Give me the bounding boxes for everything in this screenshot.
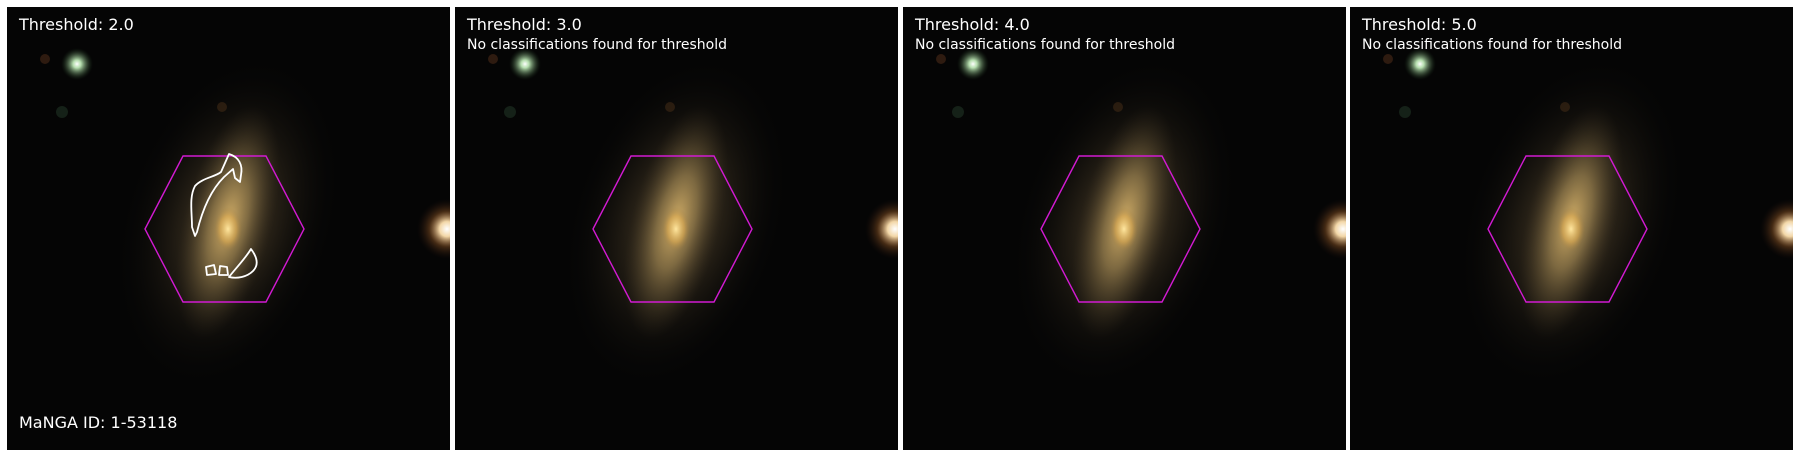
ifu-hexagon (1487, 155, 1648, 303)
no-classifications-note: No classifications found for threshold (467, 37, 727, 53)
no-classifications-note: No classifications found for threshold (915, 37, 1175, 53)
threshold-label: Threshold: 2.0 (19, 15, 134, 34)
manga-id-label: MaNGA ID: 1-53118 (19, 413, 178, 432)
classification-contour-lower (205, 248, 258, 279)
threshold-label: Threshold: 5.0 (1362, 15, 1477, 34)
panel-threshold-4: Threshold: 4.0 No classifications found … (903, 7, 1346, 450)
no-classifications-note: No classifications found for threshold (1362, 37, 1622, 53)
threshold-label: Threshold: 4.0 (915, 15, 1030, 34)
panel-threshold-5: Threshold: 5.0 No classifications found … (1350, 7, 1793, 450)
panel-threshold-2: Threshold: 2.0 MaNGA ID: 1-53118 (7, 7, 450, 450)
ifu-hexagon (592, 155, 753, 303)
galaxy-image (903, 7, 1346, 450)
galaxy-image (1350, 7, 1793, 450)
ifu-hexagon (144, 155, 305, 303)
galaxy-image (455, 7, 898, 450)
classification-contour-upper (190, 153, 243, 237)
ifu-hexagon (1040, 155, 1201, 303)
galaxy-image (7, 7, 450, 450)
panel-threshold-3: Threshold: 3.0 No classifications found … (455, 7, 898, 450)
threshold-label: Threshold: 3.0 (467, 15, 582, 34)
